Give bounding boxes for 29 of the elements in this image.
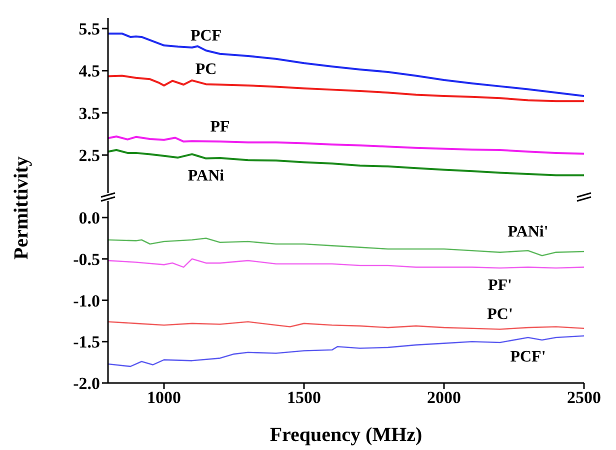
line-series (108, 258, 584, 269)
line-series (108, 135, 584, 155)
series-label: PANi' (508, 224, 548, 241)
series-label: PF (210, 118, 230, 136)
series-label: PC' (487, 306, 513, 324)
y-tick-label: 5.5 (78, 20, 100, 39)
series-label: PCF' (510, 348, 546, 366)
y-tick-label: -0.5 (73, 250, 100, 269)
y-axis-title: Permittivity (10, 156, 34, 260)
x-tick-label: 2000 (427, 388, 461, 408)
line-series (108, 74, 584, 102)
y-tick-label: 0.0 (78, 208, 100, 228)
y-tick-label: -1.5 (73, 332, 100, 352)
line-series (108, 238, 584, 256)
x-axis-title: Frequency (MHz) (270, 424, 422, 446)
line-series (108, 321, 584, 330)
series-label: PANi (188, 167, 225, 184)
y-tick-label: -1.0 (73, 291, 100, 310)
y-tick-label: 2.5 (78, 146, 100, 166)
x-tick-label: 1000 (147, 388, 181, 408)
series-label: PF' (488, 277, 512, 294)
series-label: PC (195, 61, 217, 78)
x-tick-label: 1500 (287, 388, 321, 408)
y-tick-label: 4.5 (78, 62, 100, 81)
y-tick-label: -2.0 (73, 374, 100, 394)
y-tick-label: 3.5 (78, 104, 100, 123)
x-tick-label: 2500 (567, 388, 601, 408)
line-series (108, 335, 584, 368)
series-label: PCF (190, 27, 222, 44)
